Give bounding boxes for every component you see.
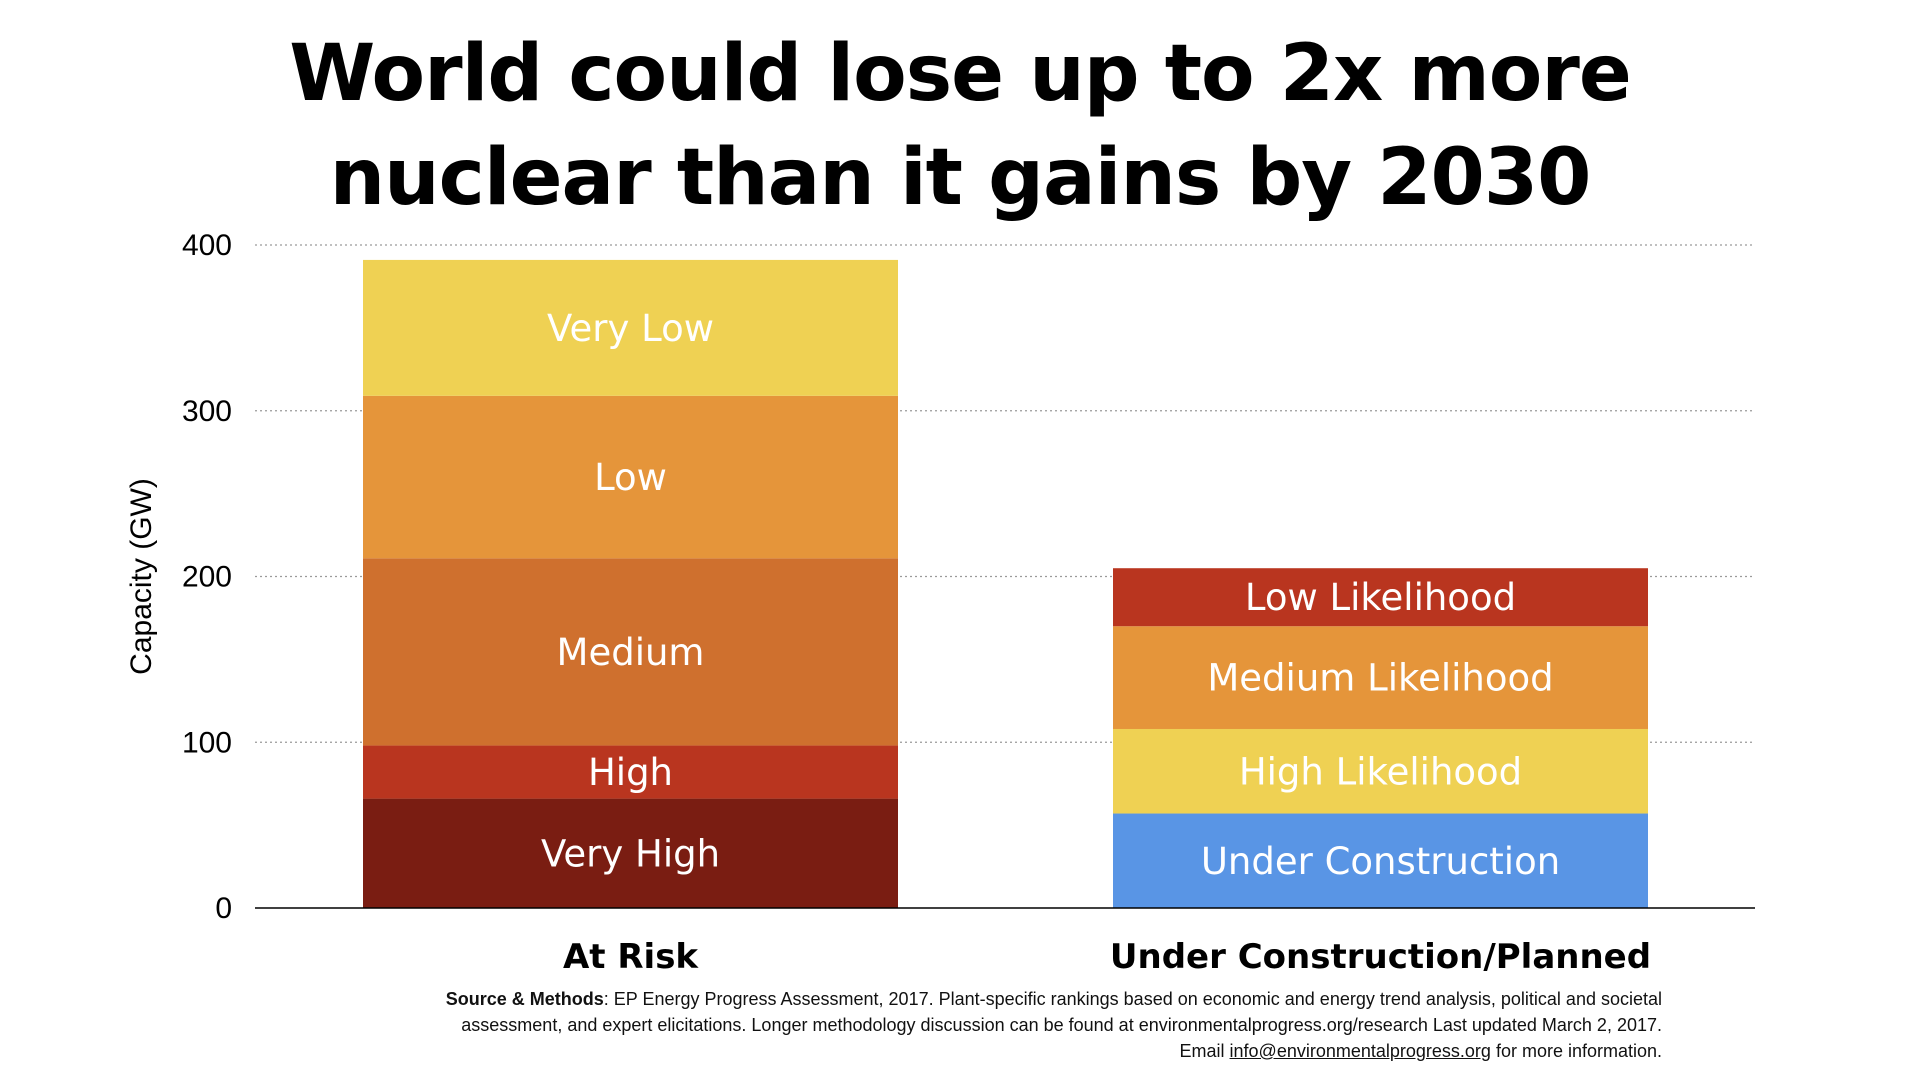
segment-label-0-very-high: Very High bbox=[541, 832, 720, 875]
chart-title-line-2: nuclear than it gains by 2030 bbox=[329, 133, 1592, 223]
bar-segment-0-very-low bbox=[363, 259, 898, 396]
chart-title: World could lose up to 2x more nuclear t… bbox=[0, 22, 1920, 230]
segment-label-0-high: High bbox=[588, 751, 673, 794]
chart-title-line-1: World could lose up to 2x more bbox=[289, 29, 1631, 119]
segment-label-1-high-likelihood: High Likelihood bbox=[1239, 750, 1522, 793]
source-footnote: Source & Methods: EP Energy Progress Ass… bbox=[432, 986, 1662, 1064]
bar-segment-0-very-high bbox=[363, 798, 898, 908]
segment-label-0-very-low: Very Low bbox=[547, 307, 714, 350]
segment-label-1-under-construction: Under Construction bbox=[1201, 840, 1560, 883]
footnote-heading: Source & Methods bbox=[445, 989, 604, 1009]
segment-label-0-medium: Medium bbox=[557, 631, 705, 674]
y-tick-label-400: 400 bbox=[182, 229, 232, 262]
footnote-text-end: for more information. bbox=[1490, 1041, 1662, 1061]
segment-label-0-low: Low bbox=[594, 456, 667, 499]
bar-segment-1-under-construction bbox=[1113, 813, 1648, 908]
bar-segment-0-low bbox=[363, 395, 898, 559]
y-axis-label: Capacity (GW) bbox=[125, 478, 158, 675]
footnote-text: : EP Energy Progress Assessment, 2017. P… bbox=[461, 989, 1662, 1061]
bar-segment-0-medium bbox=[363, 558, 898, 746]
y-tick-label-0: 0 bbox=[215, 892, 232, 925]
y-tick-label-300: 300 bbox=[182, 395, 232, 428]
axes: 0 100 200 300 400 Capacity (GW) At Risk Under C… bbox=[125, 229, 1755, 977]
y-tick-label-200: 200 bbox=[182, 561, 232, 594]
bar-segment-1-high-likelihood bbox=[1113, 728, 1648, 814]
segment-label-1-medium-likelihood: Medium Likelihood bbox=[1207, 657, 1553, 700]
bar-segment-0-high bbox=[363, 745, 898, 799]
y-tick-label-100: 100 bbox=[182, 726, 232, 759]
bars: Very High High Medium Low Very Low Under Cons… bbox=[363, 259, 1648, 908]
segment-label-1-low-likelihood: Low Likelihood bbox=[1245, 576, 1516, 619]
x-category-label-0: At Risk bbox=[563, 937, 699, 977]
x-category-label-1: Under Construction/Planned bbox=[1110, 937, 1651, 977]
stacked-bar-chart: Very High High Medium Low Very Low Under Cons… bbox=[125, 229, 1755, 977]
bar-segment-1-low-likelihood bbox=[1113, 568, 1648, 627]
bar-segment-1-medium-likelihood bbox=[1113, 626, 1648, 729]
email-link[interactable]: info@environmentalprogress.org bbox=[1229, 1041, 1491, 1061]
